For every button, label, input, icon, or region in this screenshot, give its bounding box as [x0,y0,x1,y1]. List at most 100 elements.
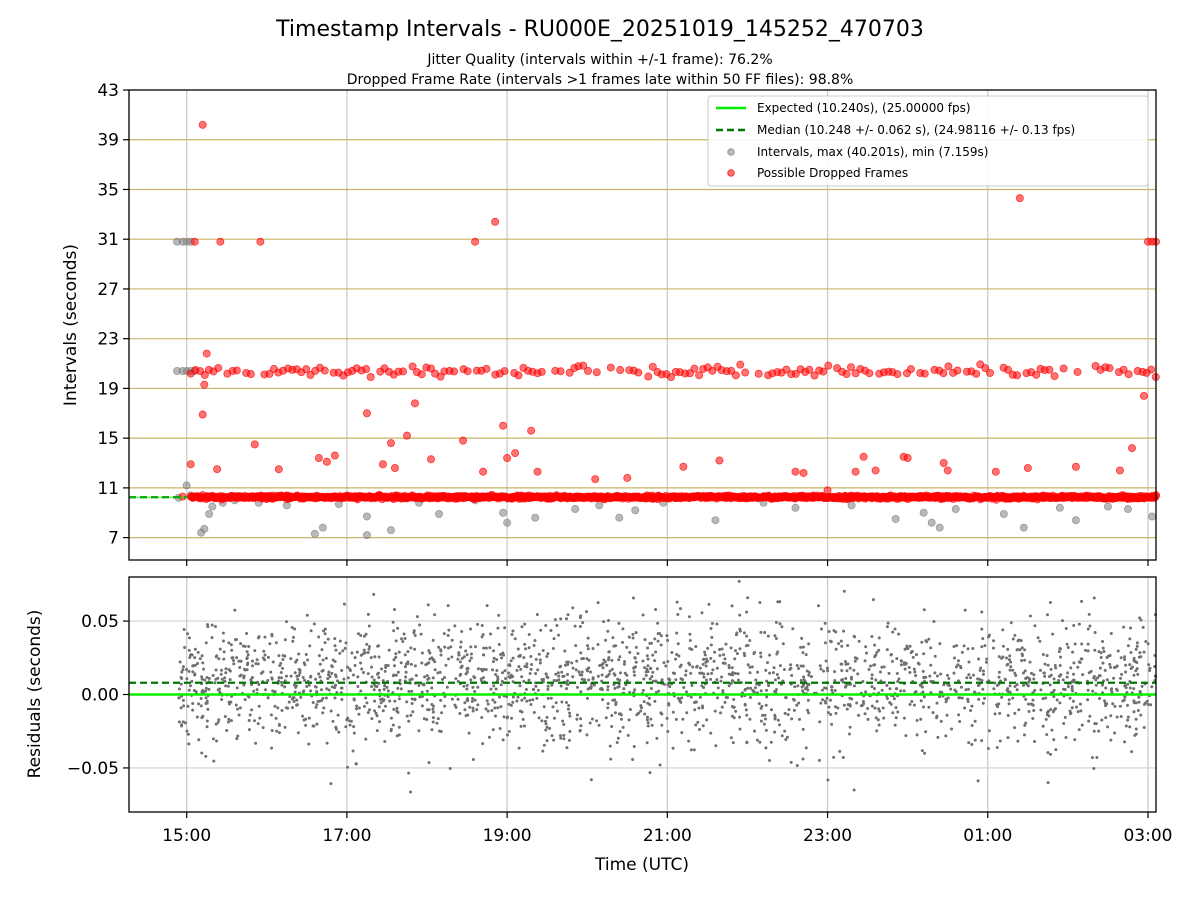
residual-point-557 [1072,624,1076,628]
residual-point-1140 [350,651,354,655]
residual-point-2112 [566,679,570,683]
residual-point-363 [1142,650,1146,654]
residual-point-939 [444,663,448,667]
residual-point-1962 [459,665,463,669]
residual-point-1083 [191,701,195,705]
residual-point-2213 [205,676,209,680]
residual-point-119 [177,687,181,691]
residual-point-1150 [713,650,717,654]
residual-point-2208 [520,710,524,714]
residual-point-2084 [651,653,655,657]
residual-point-889 [947,684,951,688]
residual-point-1738 [899,659,903,663]
residual-point-993 [1052,738,1056,742]
residual-point-842 [566,672,570,676]
residual-point-1623 [555,709,559,713]
dropped-frame-point-11 [200,380,209,389]
residual-point-1961 [992,639,996,643]
interval-point-13 [200,524,209,533]
residual-point-2154 [893,723,897,727]
residual-point-2119 [216,720,220,724]
residual-point-851 [570,661,574,665]
dropped-frame-band-0-point-38 [362,365,371,374]
residual-point-1344 [923,751,927,755]
residual-point-1994 [981,701,985,705]
residual-point-2147 [1004,656,1008,660]
residual-point-1046 [226,720,230,724]
residual-point-15 [274,641,278,645]
residual-point-2235 [656,639,660,643]
residual-point-1712 [532,688,536,692]
residual-point-1982 [344,641,348,645]
residual-point-2060 [220,668,224,672]
residual-point-408 [666,729,670,733]
residual-point-1919 [352,698,356,702]
residual-point-606 [558,734,562,738]
dropped-frame-point-44 [939,459,948,468]
residual-point-311 [239,642,243,646]
residual-point-116 [753,686,757,690]
residual-point-231 [495,669,499,673]
residual-point-1769 [791,697,795,701]
dropped-frame-point-30 [527,426,536,435]
residual-point-2096 [1100,718,1104,722]
residual-point-1018 [885,625,889,629]
residual-point-1934 [516,647,520,651]
residual-point-1627 [899,689,903,693]
residual-point-1363 [885,683,889,687]
residual-point-1348 [1026,702,1030,706]
residual-point-1573 [488,646,492,650]
residual-point-2076 [1115,664,1119,668]
residual-point-1370 [662,661,666,665]
residual-point-1902 [1057,674,1061,678]
residual-point-1881 [465,653,469,657]
residual-point-2206 [691,665,695,669]
residual-point-2211 [226,684,230,688]
dropped-frame-band-0-point-119 [736,360,745,369]
residual-point-1493 [742,631,746,635]
residual-point-63 [312,622,316,626]
residual-point-2238 [1061,687,1065,691]
residual-point-1423 [502,715,506,719]
residual-point-1655 [539,628,543,632]
residual-point-1615 [1091,689,1095,693]
residual-point-2126 [491,698,495,702]
residual-point-1622 [427,708,431,712]
residual-point-434 [1134,647,1138,651]
residual-point-1195 [928,674,932,678]
residual-point-1729 [204,689,208,693]
residual-point-1271 [1043,662,1047,666]
residual-point-1963 [181,668,185,672]
residual-point-1345 [355,704,359,708]
residual-point-901 [372,688,376,692]
residual-point-274 [264,688,268,692]
residual-point-1434 [1013,726,1017,730]
residual-point-736 [378,688,382,692]
dropped-frame-band-0-point-93 [616,366,625,375]
residual-point-1245 [1141,625,1145,629]
residual-point-1264 [904,734,908,738]
interval-point-14 [205,509,214,518]
residual-point-1585 [462,684,466,688]
residual-point-1318 [499,683,503,687]
residual-point-1644 [1051,710,1055,714]
residual-point-423 [1066,671,1070,675]
interval-point-42 [919,508,928,517]
residual-point-1667 [643,638,647,642]
residual-point-1554 [568,714,572,718]
residual-point-756 [834,711,838,715]
interval-point-21 [318,523,327,532]
residual-point-838 [179,682,183,686]
residual-point-731 [467,731,471,735]
residual-point-1825 [734,649,738,653]
residual-point-1589 [819,627,823,631]
residual-point-1362 [984,660,988,664]
residual-point-333 [392,707,396,711]
residual-point-1230 [195,715,199,719]
residual-point-41 [218,647,222,651]
residual-point-452 [420,704,424,708]
residual-point-1483 [293,671,297,675]
residual-point-519 [394,639,398,643]
residual-point-911 [496,706,500,710]
residual-point-162 [257,704,261,708]
